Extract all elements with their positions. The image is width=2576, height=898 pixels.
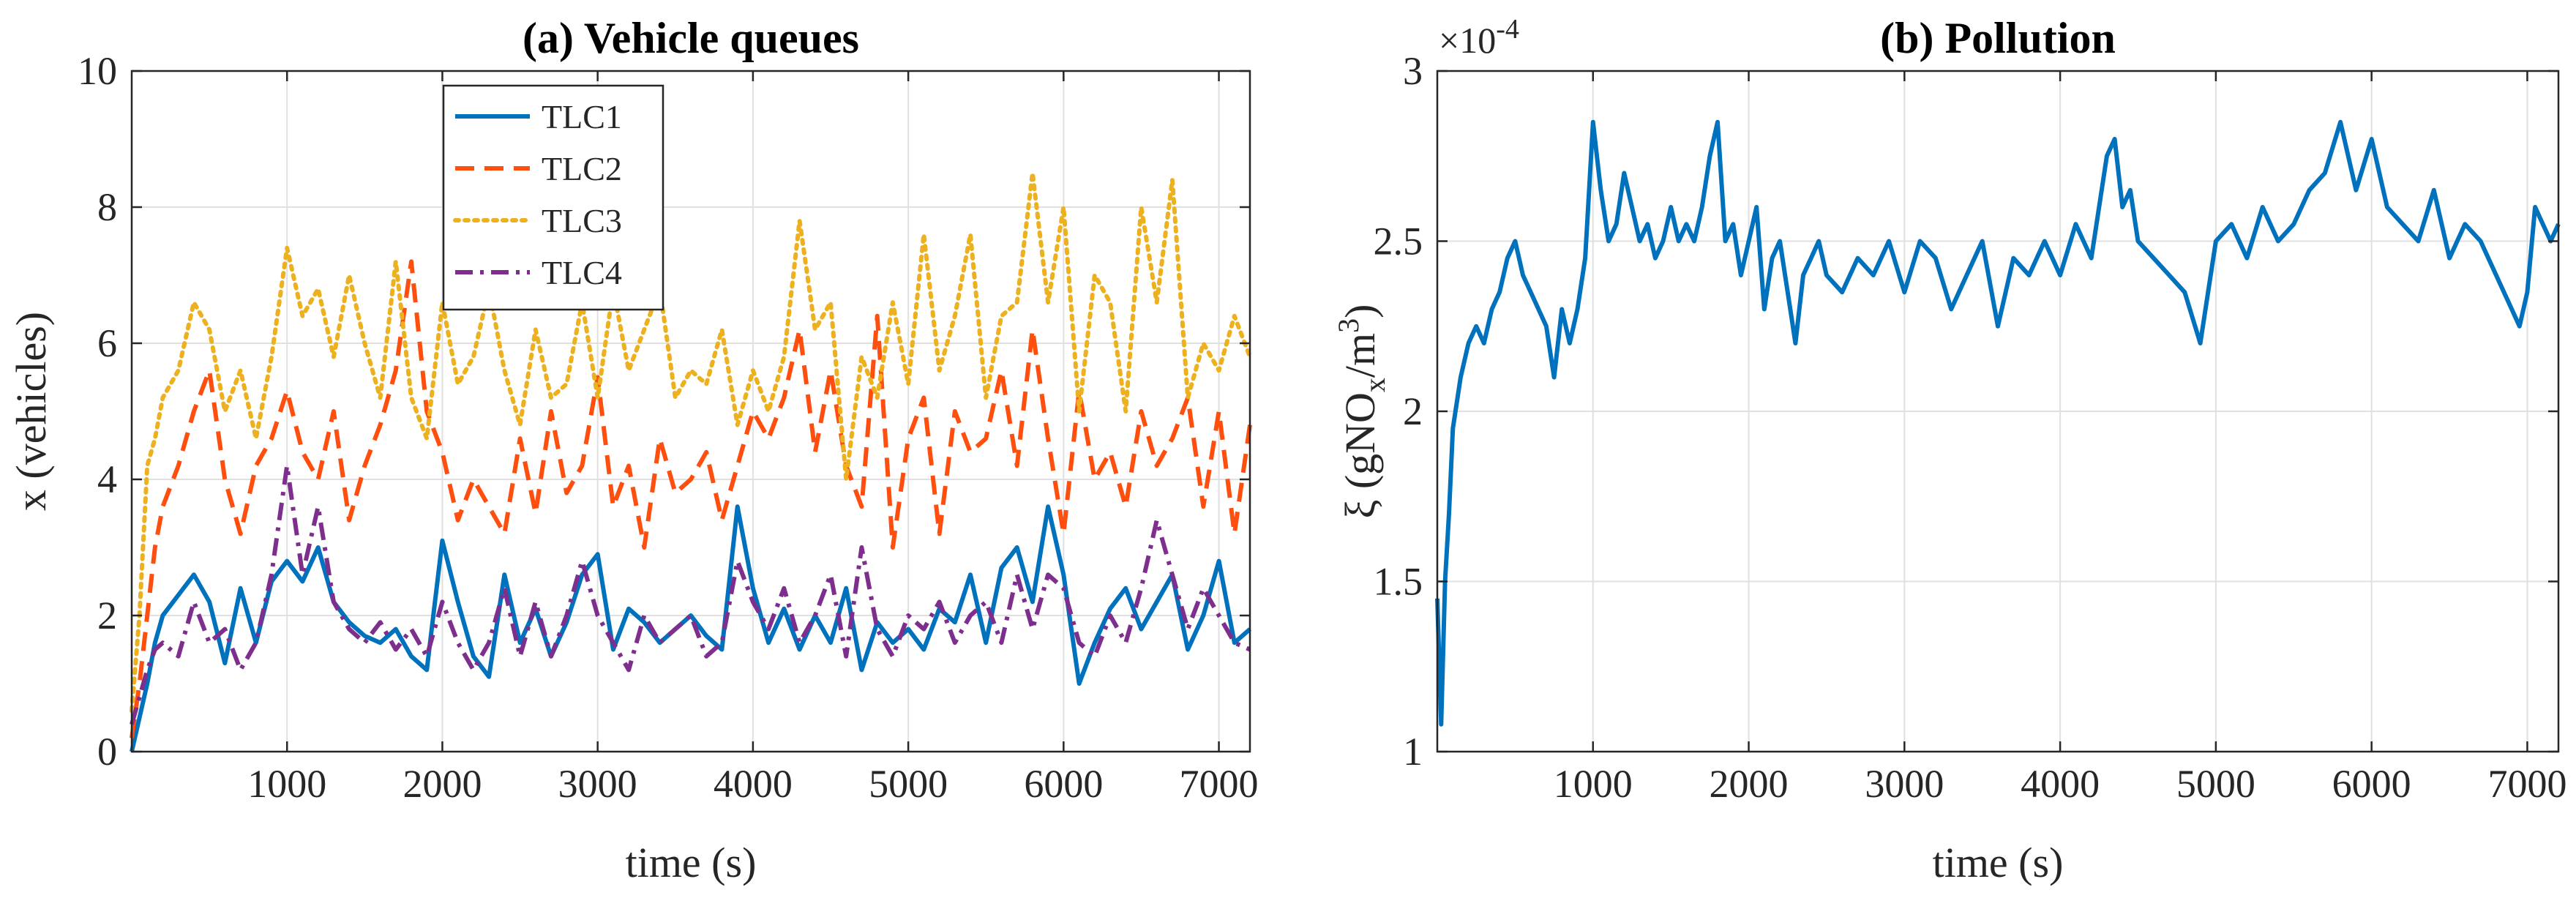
panel-a-y-axis-label: x (vehicles) [7,312,55,511]
exponent-power: -4 [1496,14,1519,45]
x-tick-label: 1000 [1554,762,1633,806]
series-line-tlc2 [130,259,1252,738]
series-line-tlc4 [130,463,1251,725]
x-tick-label: 1000 [247,762,326,806]
panel-b-grid [1437,70,2558,752]
ylabel-main: ξ (gNO [1336,392,1384,518]
x-tick-label: 7000 [1180,762,1259,806]
x-tick-label: 4000 [2021,762,2100,806]
y-tick-label: 10 [78,49,117,93]
ylabel-mid: /m [1336,333,1384,378]
y-tick-label: 6 [97,321,117,365]
x-tick-label: 3000 [1865,762,1944,806]
y-tick-label: 2 [97,594,117,637]
panel-b-pollution: 1000 2000 3000 4000 5000 6000 7000 1 1.5 2 2.5 3 (b… [1332,14,2566,886]
series-line-tlc3 [130,171,1252,714]
x-tick-label: 3000 [558,762,637,806]
y-tick-label: 3 [1403,49,1423,93]
legend: TLC1 TLC2 TLC3 TLC4 [442,84,664,311]
legend-label: TLC4 [542,254,622,291]
ylabel-sup: 3 [1332,318,1365,333]
x-tick-label: 4000 [714,762,793,806]
panel-a-x-axis-label: time (s) [626,839,757,886]
y-tick-label: 1 [1403,730,1423,774]
legend-label: TLC2 [542,150,622,187]
x-tick-label: 6000 [2332,762,2411,806]
ylabel-sub: x [1358,378,1391,392]
y-tick-label: 2.5 [1374,220,1423,263]
series-line-pollution [1435,119,2561,727]
legend-label: TLC3 [542,202,622,239]
y-tick-label: 0 [97,730,117,774]
x-tick-label: 5000 [2176,762,2255,806]
panel-b-ticks: 1000 2000 3000 4000 5000 6000 7000 1 1.5 2 2.5 3 [1374,49,2567,806]
legend-label: TLC1 [542,98,622,135]
panel-a-ticks: 1000 2000 3000 4000 5000 6000 7000 0 2 4 6 8 10 [78,49,1259,806]
panel-a-vehicle-queues: 1000 2000 3000 4000 5000 6000 7000 0 2 4 6 8 10 (a) … [7,14,1259,886]
ylabel-end: ) [1336,304,1384,318]
x-tick-label: 2000 [1710,762,1789,806]
x-tick-label: 2000 [402,762,482,806]
y-tick-label: 4 [97,457,117,501]
exponent-base: ×10 [1439,20,1496,61]
panel-b-y-axis-label: ξ (gNOx/m3) [1332,304,1391,518]
x-tick-label: 6000 [1024,762,1103,806]
panel-a-series [130,171,1252,752]
panel-b-title: (b) Pollution [1880,14,2116,62]
y-tick-label: 1.5 [1374,560,1423,604]
panel-b-x-axis-label: time (s) [1933,839,2064,886]
panel-a-frame [130,70,1251,753]
panel-a-title: (a) Vehicle queues [523,14,859,62]
x-tick-label: 7000 [2487,762,2566,806]
panel-b-exponent-label: ×10-4 [1439,14,1519,61]
x-tick-label: 5000 [869,762,948,806]
panel-b-series [1435,119,2561,727]
y-tick-label: 2 [1403,389,1423,433]
y-tick-label: 8 [97,185,117,229]
